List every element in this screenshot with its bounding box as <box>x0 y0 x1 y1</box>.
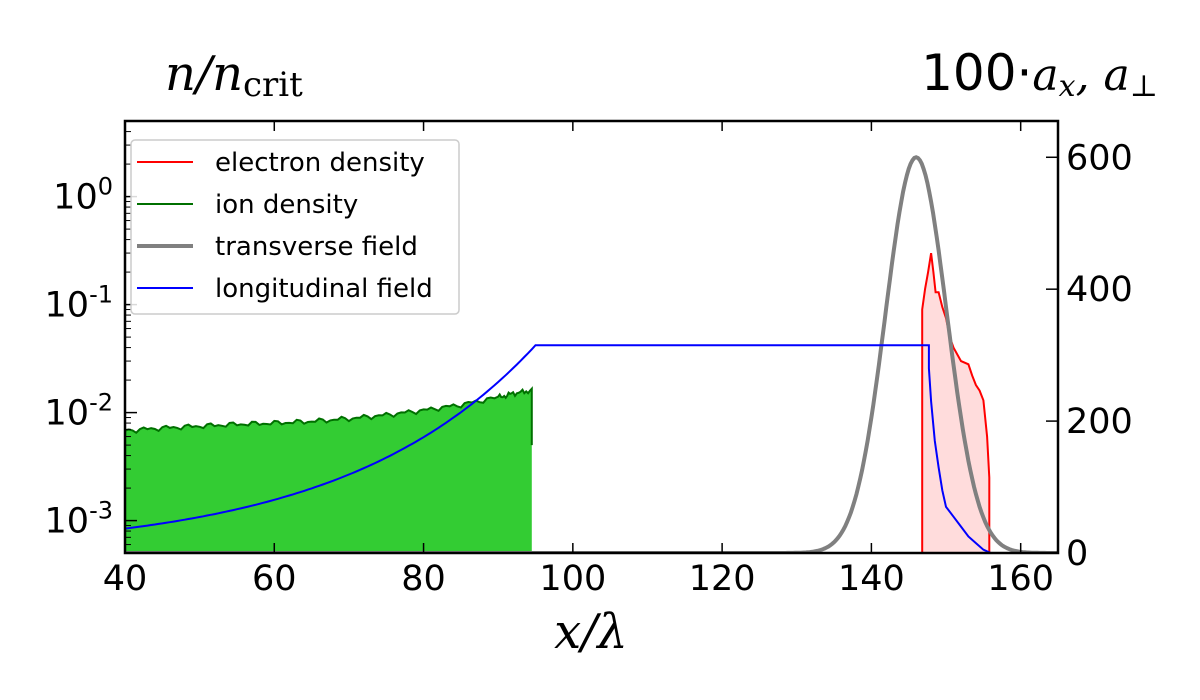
right-axis-title: 100·ax, a⊥ <box>921 44 1158 104</box>
y-right-tick-label: 0 <box>1066 534 1088 574</box>
left-axis-title: n/ncrit <box>165 46 303 105</box>
y-left-tick-label: 10-2 <box>45 389 113 434</box>
y-right-tick-label: 200 <box>1066 402 1133 442</box>
x-tick-label: 40 <box>103 559 148 599</box>
longitudinal-field-line <box>125 344 1058 553</box>
x-tick-label: 120 <box>689 559 756 599</box>
y-left-tick-label: 100 <box>53 173 113 218</box>
legend-label: electron density <box>215 148 425 178</box>
x-tick-label: 140 <box>838 559 905 599</box>
transverse-field-line <box>125 155 1058 553</box>
x-tick-label: 100 <box>539 559 606 599</box>
x-tick-label: 80 <box>401 559 446 599</box>
ion-density-line <box>125 386 533 446</box>
y-left-tick-label: 10-1 <box>45 281 113 326</box>
y-right-tick-label: 400 <box>1066 270 1133 310</box>
legend-label: transverse field <box>215 232 418 262</box>
x-axis-label: x/λ <box>554 604 628 660</box>
legend-label: longitudinal field <box>215 274 433 304</box>
legend-label: ion density <box>215 190 358 220</box>
legend: electron density ion density transverse fi… <box>130 139 460 315</box>
legend-box <box>130 139 460 315</box>
x-tick-label: 60 <box>252 559 297 599</box>
y-right-tick-label: 600 <box>1066 138 1133 178</box>
y-left-tick-label: 10-3 <box>45 497 113 542</box>
x-tick-label: 160 <box>987 559 1054 599</box>
ion-density-fill <box>125 388 532 553</box>
plot-area <box>125 155 1058 553</box>
axes: 40 60 80 100 120 140 160 100 10-1 10-2 10-3 0 200 400… <box>45 119 1133 599</box>
